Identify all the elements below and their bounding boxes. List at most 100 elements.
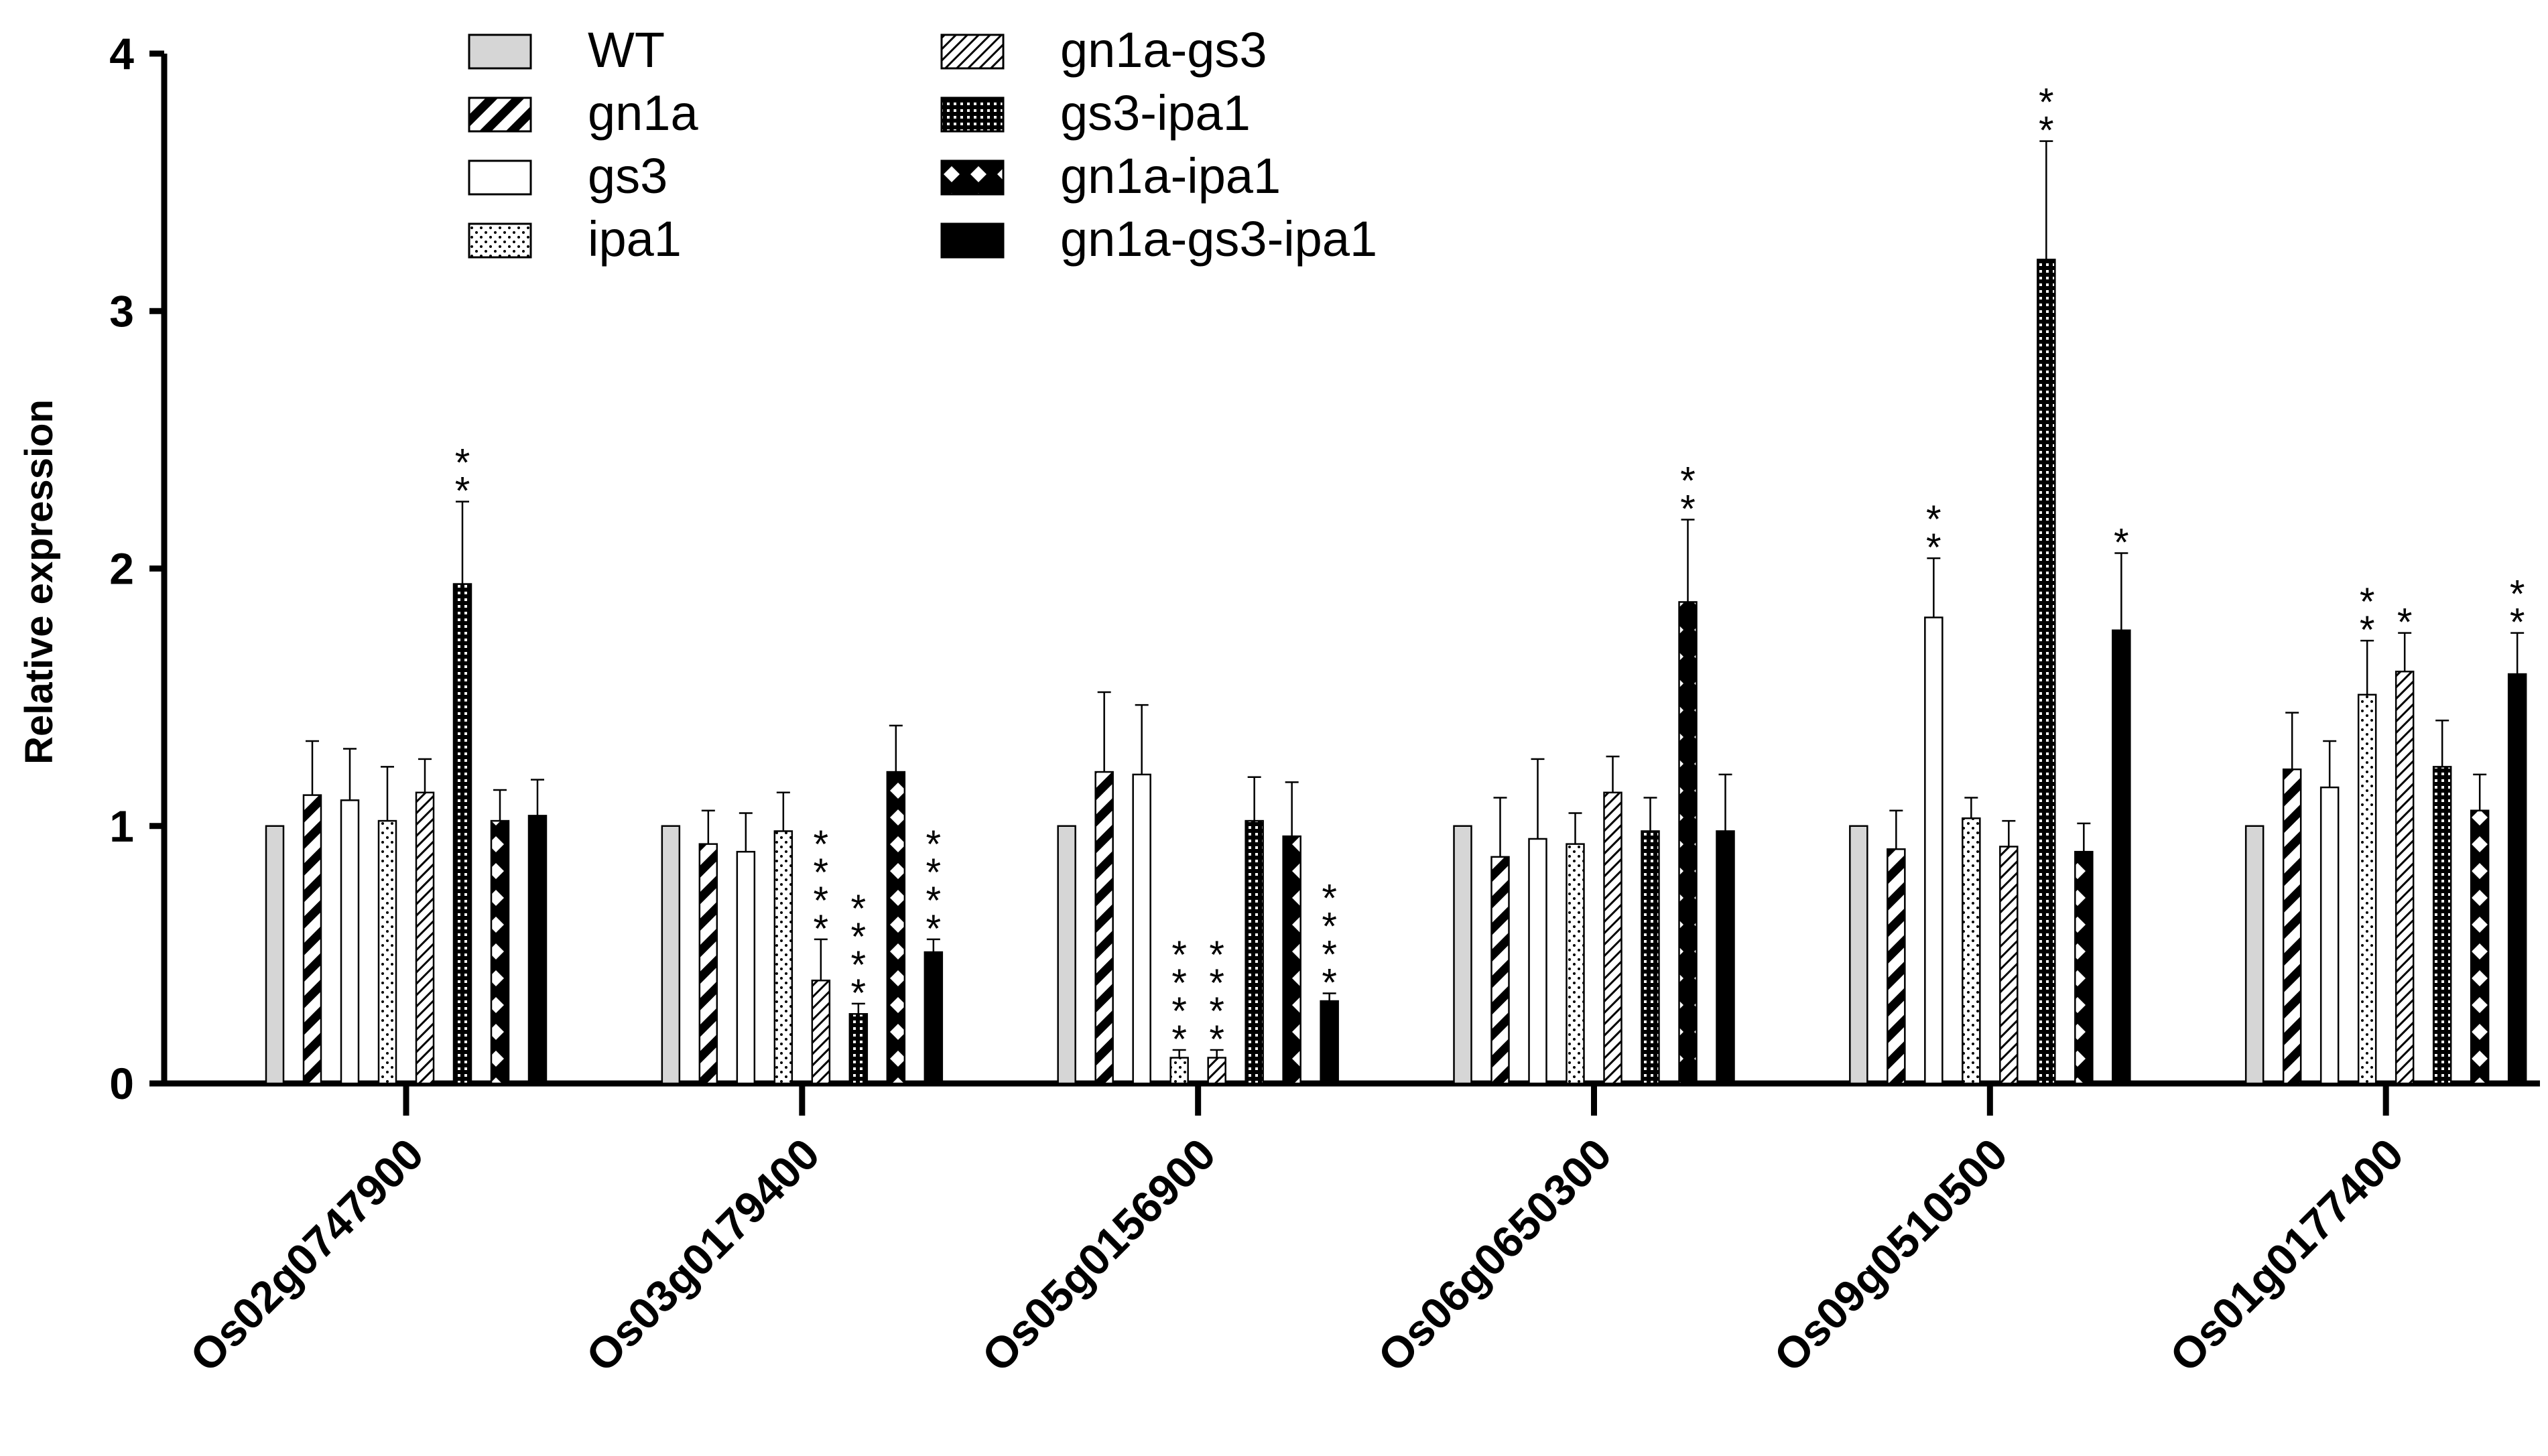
bar <box>773 830 793 1085</box>
bar <box>1245 819 1264 1085</box>
legend-swatch <box>940 159 1005 196</box>
legend-swatch <box>468 96 532 133</box>
legend-label: gn1a-ipa1 <box>1060 148 1281 204</box>
significance-marker: * <box>1209 933 1224 977</box>
bar <box>377 819 397 1085</box>
bar <box>2037 259 2056 1085</box>
legend-swatch <box>940 222 1005 259</box>
y-tick-label: 4 <box>109 29 134 78</box>
significance-marker: * <box>926 823 942 866</box>
bar <box>2319 786 2340 1085</box>
legend-swatch <box>940 96 1005 133</box>
significance-marker: * <box>1680 459 1696 503</box>
bar <box>1320 1000 1339 1085</box>
bar <box>527 815 548 1085</box>
significance-marker: * <box>1680 487 1696 531</box>
legend: WT gn1a gs3 ipa1 gn1a-gs3 gs3-ipa1 gn1a-ipa1 gn… <box>468 22 1377 267</box>
x-tick-label: Os02g0747900 <box>180 1129 433 1382</box>
significance-marker: * <box>926 851 942 895</box>
significance-marker: * <box>2510 573 2525 616</box>
significance-marker: * <box>814 851 829 895</box>
bar <box>1207 1057 1226 1085</box>
bar <box>1453 825 1472 1085</box>
bar <box>1169 1057 1189 1085</box>
bar <box>2282 768 2302 1085</box>
legend-label: gs3-ipa1 <box>1060 85 1251 141</box>
y-tick-label: 3 <box>109 286 134 336</box>
y-axis-label: Relative expression <box>17 399 61 765</box>
bar <box>2357 693 2377 1085</box>
bars: ****** ********************** ******* *** <box>265 81 2527 1085</box>
significance-marker: * <box>1322 962 1337 1005</box>
bar <box>1887 848 1906 1085</box>
bar <box>661 825 681 1085</box>
bar <box>886 771 906 1085</box>
x-tick-label: Os05g0156900 <box>972 1129 1225 1382</box>
bar <box>1528 838 1547 1085</box>
legend-swatch <box>468 159 532 196</box>
bar <box>452 583 472 1085</box>
bar <box>1603 791 1622 1085</box>
bar <box>2507 673 2527 1085</box>
bar <box>2432 766 2452 1085</box>
bar <box>340 799 360 1085</box>
significance-marker: * <box>851 972 867 1015</box>
significance-marker: * <box>1171 962 1187 1005</box>
significance-marker: * <box>926 879 942 923</box>
legend-label: gn1a-gs3-ipa1 <box>1060 211 1377 267</box>
bar <box>848 1013 869 1085</box>
significance-marker: * <box>851 915 867 959</box>
bar <box>1962 817 1981 1085</box>
bar <box>490 819 510 1085</box>
x-tick-label: Os06g0650300 <box>1368 1129 1621 1382</box>
significance-marker: * <box>2510 601 2525 645</box>
bar <box>415 791 435 1085</box>
bar <box>1716 830 1735 1085</box>
legend-label: WT <box>588 22 665 78</box>
bar <box>2244 825 2265 1085</box>
bar <box>2074 850 2094 1085</box>
bar <box>2470 809 2490 1085</box>
significance-marker: * <box>1926 526 1941 570</box>
x-tick-label: Os03g0179400 <box>576 1129 829 1382</box>
legend-label: ipa1 <box>588 211 682 267</box>
x-tick-label: Os09g0510500 <box>1765 1129 2017 1382</box>
significance-marker: * <box>1171 1018 1187 1061</box>
significance-marker: * <box>1322 877 1337 921</box>
bar <box>1282 835 1301 1085</box>
bar <box>1678 601 1698 1085</box>
significance-marker: * <box>2039 109 2054 153</box>
significance-marker: * <box>1209 990 1224 1033</box>
bar <box>698 843 718 1085</box>
bar <box>1641 830 1660 1085</box>
significance-marker: * <box>1171 933 1187 977</box>
bar <box>2112 629 2131 1085</box>
significance-marker: * <box>814 879 829 923</box>
significance-marker: * <box>1171 990 1187 1033</box>
bar <box>1094 771 1114 1085</box>
legend-label: gn1a <box>588 85 698 141</box>
bar <box>1849 825 1868 1085</box>
legend-swatch <box>468 34 532 70</box>
bar <box>1057 825 1076 1085</box>
bar <box>2395 670 2415 1085</box>
significance-marker: * <box>2397 601 2413 645</box>
significance-marker: * <box>851 943 867 987</box>
significance-marker: * <box>851 887 867 931</box>
y-tick-label: 1 <box>109 801 134 851</box>
bar <box>265 825 285 1085</box>
bar <box>736 850 756 1085</box>
significance-marker: * <box>2039 81 2054 125</box>
significance-marker: * <box>1209 1018 1224 1061</box>
significance-marker: * <box>2360 580 2375 624</box>
bar <box>1490 856 1510 1085</box>
significance-marker: * <box>1322 905 1337 949</box>
significance-marker: * <box>1209 962 1224 1005</box>
significance-marker: * <box>814 907 829 951</box>
bar <box>923 951 944 1085</box>
significance-marker: * <box>814 823 829 866</box>
x-tick-label: Os01g0177400 <box>2160 1129 2413 1382</box>
legend-swatch <box>468 222 532 259</box>
